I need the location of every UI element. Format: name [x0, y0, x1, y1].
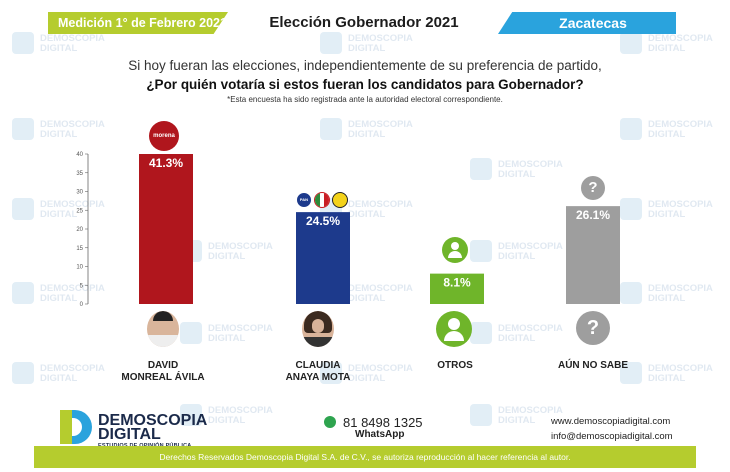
bar-value-label: 8.1%	[443, 276, 471, 290]
page-title: Elección Gobernador 2021	[269, 14, 459, 31]
watermark-text: DEMOSCOPIA DIGITAL	[348, 283, 413, 304]
watermark-text: DEMOSCOPIA DIGITAL	[648, 33, 713, 54]
bar	[566, 206, 620, 304]
watermark-logo	[12, 118, 34, 140]
watermark-text: DEMOSCOPIA DIGITAL	[40, 283, 105, 304]
brand-name-line1: DEMOSCOPIA	[98, 412, 208, 429]
whatsapp-label: WhatsApp	[355, 429, 405, 440]
watermark-logo	[470, 158, 492, 180]
aun-no-sabe-icon: ?	[576, 311, 610, 345]
prd-logo	[332, 192, 348, 208]
watermark-logo	[470, 240, 492, 262]
watermark-text: DEMOSCOPIA DIGITAL	[348, 199, 413, 220]
y-tick-label: 5	[80, 283, 84, 289]
watermark-text: DEMOSCOPIA DIGITAL	[648, 199, 713, 220]
claudia-anaya-photo	[302, 311, 334, 347]
watermark-logo	[12, 362, 34, 384]
bar-value-label: 24.5%	[306, 214, 340, 228]
bar	[139, 154, 193, 304]
bar-value-label: 41.3%	[149, 156, 183, 170]
candidate-name-3: OTROS	[437, 360, 473, 371]
brand-logo	[60, 410, 92, 444]
otros-person-icon	[436, 311, 472, 347]
copyright-bar: Derechos Reservados Demoscopia Digital S…	[34, 446, 696, 468]
david-monreal-photo	[147, 311, 179, 347]
watermark-logo	[320, 118, 342, 140]
watermark-logo	[320, 32, 342, 54]
watermark-logo	[12, 198, 34, 220]
y-tick-label: 25	[76, 208, 83, 214]
watermark-logo	[620, 282, 642, 304]
watermark-logo	[620, 362, 642, 384]
watermark-text: DEMOSCOPIA DIGITAL	[40, 119, 105, 140]
watermark-text: DEMOSCOPIA DIGITAL	[348, 33, 413, 54]
person-icon	[442, 237, 468, 263]
y-tick-label: 35	[76, 171, 83, 177]
bar	[296, 212, 350, 304]
y-axis: 0 5 10 15 20 25 30 35 40	[76, 152, 89, 308]
website-link[interactable]: www.demoscopiadigital.com	[551, 416, 671, 427]
candidate-name-4: AÚN NO SABE	[557, 360, 628, 371]
watermark-text: DEMOSCOPIA DIGITAL	[498, 323, 563, 344]
watermark-text: DEMOSCOPIA DIGITAL	[498, 241, 563, 262]
watermark-logo	[470, 322, 492, 344]
watermark-text: DEMOSCOPIA DIGITAL	[208, 323, 273, 344]
watermark-text: DEMOSCOPIA DIGITAL	[648, 363, 713, 384]
morena-logo: morena	[149, 121, 179, 151]
question-main: ¿Por quién votaría si estos fueran los c…	[146, 77, 584, 92]
watermark-text: DEMOSCOPIA DIGITAL	[498, 159, 563, 180]
y-tick-label: 30	[76, 190, 83, 196]
watermark-text: DEMOSCOPIA DIGITAL	[208, 241, 273, 262]
watermark-logo	[180, 404, 202, 426]
whatsapp-icon	[324, 416, 336, 428]
watermark-logo	[12, 32, 34, 54]
pan-logo: PAN	[296, 192, 312, 208]
bar-value-label: 26.1%	[576, 208, 610, 222]
y-tick-label: 15	[76, 246, 83, 252]
watermark-text: DEMOSCOPIA DIGITAL	[40, 363, 105, 384]
watermark-text: DEMOSCOPIA DIGITAL	[348, 119, 413, 140]
pri-logo	[314, 192, 330, 208]
question-icon: ?	[581, 176, 605, 200]
watermark-text: DEMOSCOPIA DIGITAL	[208, 405, 273, 426]
candidate-name-2: CLAUDIA ANAYA MOTA	[285, 360, 351, 383]
survey-date-banner: Medición 1° de Febrero 2021	[48, 12, 228, 34]
bar	[430, 273, 484, 304]
watermark-logo	[620, 32, 642, 54]
watermark-logo	[620, 198, 642, 220]
watermark-logo	[180, 322, 202, 344]
email-link[interactable]: info@demoscopiadigital.com	[551, 431, 673, 442]
watermark-text: DEMOSCOPIA DIGITAL	[40, 199, 105, 220]
bars-group: 41.3% 24.5% 8.1% 26.1%	[139, 154, 620, 304]
watermark-text: DEMOSCOPIA DIGITAL	[498, 405, 563, 426]
watermark-logo	[320, 362, 342, 384]
y-tick-label: 40	[76, 152, 83, 158]
watermark-logo	[620, 118, 642, 140]
y-tick-label: 0	[80, 302, 84, 308]
y-tick-label: 20	[76, 227, 83, 233]
candidate-name-1: DAVID MONREAL ÁVILA	[121, 360, 205, 383]
brand-name-line2: DIGITAL	[98, 426, 161, 443]
phone-number: 81 8498 1325	[343, 415, 423, 430]
watermark-logo	[12, 282, 34, 304]
watermark-logo	[470, 404, 492, 426]
watermark-text: DEMOSCOPIA DIGITAL	[348, 363, 413, 384]
y-tick-label: 10	[76, 265, 83, 271]
question-intro: Si hoy fueran las elecciones, independie…	[128, 58, 602, 73]
state-banner: Zacatecas	[498, 12, 676, 34]
watermark-text: DEMOSCOPIA DIGITAL	[648, 283, 713, 304]
watermark-text: DEMOSCOPIA DIGITAL	[40, 33, 105, 54]
registration-note: *Esta encuesta ha sido registrada ante l…	[227, 95, 503, 104]
watermark-text: DEMOSCOPIA DIGITAL	[648, 119, 713, 140]
